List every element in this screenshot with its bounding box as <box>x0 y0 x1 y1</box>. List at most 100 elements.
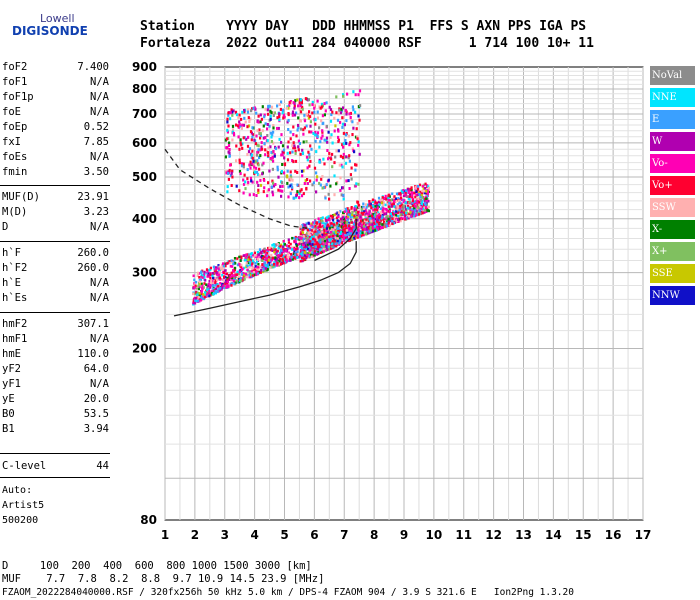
echo-point <box>368 202 371 206</box>
echo-point <box>314 230 317 233</box>
echo-point <box>297 126 300 130</box>
echo-point <box>382 207 385 210</box>
echo-point <box>357 93 360 97</box>
param-value: 53.5 <box>83 408 109 420</box>
echo-point <box>423 197 426 201</box>
echo-point <box>406 206 409 210</box>
echo-point <box>248 163 251 167</box>
echo-point <box>338 235 341 238</box>
profile-upper-line <box>314 218 357 262</box>
echo-point <box>302 169 305 173</box>
echo-point <box>335 216 338 220</box>
echo-point <box>289 170 292 174</box>
legend-item: Vo- <box>650 154 695 173</box>
echo-point <box>291 258 294 261</box>
echo-point <box>290 256 293 259</box>
echo-point <box>257 114 260 118</box>
echo-point <box>273 111 276 115</box>
echo-point <box>258 251 261 255</box>
echo-point <box>344 224 348 228</box>
echo-point <box>291 150 294 154</box>
echo-point <box>229 174 232 177</box>
echo-point <box>205 291 208 295</box>
echo-point <box>196 271 200 275</box>
echo-point <box>308 227 311 231</box>
echo-point <box>373 208 377 211</box>
echo-point <box>396 205 399 208</box>
echo-point <box>229 163 232 167</box>
echo-point <box>260 268 263 272</box>
echo-point <box>192 299 195 303</box>
echo-point <box>266 251 269 255</box>
echo-point <box>310 229 314 232</box>
echo-point <box>272 247 275 250</box>
echo-point <box>256 258 259 261</box>
echo-point <box>227 111 230 115</box>
echo-point <box>384 203 387 207</box>
echo-point <box>352 222 355 226</box>
echo-point <box>353 209 356 212</box>
echo-point <box>193 278 196 282</box>
echo-point <box>343 210 346 213</box>
echo-point <box>348 213 351 217</box>
echo-point <box>320 235 323 239</box>
echo-point <box>228 141 231 145</box>
echo-point <box>311 240 315 243</box>
echo-point <box>269 266 272 269</box>
echo-point <box>393 195 396 198</box>
echo-point <box>334 242 337 246</box>
echo-point <box>333 116 336 120</box>
echo-point <box>196 293 199 297</box>
param-name: h`F <box>2 247 21 259</box>
echo-point <box>360 217 363 220</box>
echo-point <box>296 250 299 253</box>
echo-point <box>391 222 394 226</box>
echo-point <box>240 117 243 121</box>
echo-point <box>226 280 229 284</box>
echo-point <box>356 200 359 204</box>
echo-point <box>353 207 356 210</box>
echo-point <box>399 204 402 208</box>
echo-point <box>337 135 340 139</box>
echo-point <box>270 105 274 109</box>
echo-point <box>228 260 231 263</box>
echo-point <box>325 217 329 221</box>
echo-point <box>239 124 242 128</box>
echo-point <box>200 270 203 273</box>
echo-point <box>276 243 279 246</box>
echo-point <box>313 106 316 110</box>
echo-point <box>306 247 310 251</box>
echo-point <box>263 265 266 269</box>
echo-point <box>331 225 334 229</box>
echo-point <box>334 212 337 216</box>
echo-point <box>337 129 340 133</box>
echo-point <box>345 229 348 232</box>
echo-point <box>251 149 254 153</box>
echo-point <box>376 206 379 209</box>
echo-point <box>339 210 342 213</box>
echo-point <box>317 249 320 252</box>
echo-point <box>387 205 390 208</box>
echo-point <box>330 157 333 161</box>
echo-point <box>228 154 231 158</box>
echo-point <box>311 248 314 252</box>
param-name: foE <box>2 106 21 118</box>
echo-point <box>211 274 214 278</box>
echo-point <box>264 264 267 267</box>
echo-point <box>342 236 346 239</box>
echo-point <box>200 292 203 296</box>
echo-point <box>309 239 312 243</box>
echo-point <box>327 130 330 134</box>
echo-point <box>418 183 422 187</box>
echo-point <box>321 175 324 179</box>
echo-point <box>240 255 243 259</box>
echo-point <box>419 195 422 199</box>
echo-point <box>299 245 302 249</box>
echo-point <box>347 156 350 160</box>
echo-point <box>218 273 221 276</box>
echo-point <box>393 215 396 219</box>
param-value: 3.94 <box>83 423 109 435</box>
echo-point <box>261 263 264 266</box>
echo-point <box>205 268 209 271</box>
